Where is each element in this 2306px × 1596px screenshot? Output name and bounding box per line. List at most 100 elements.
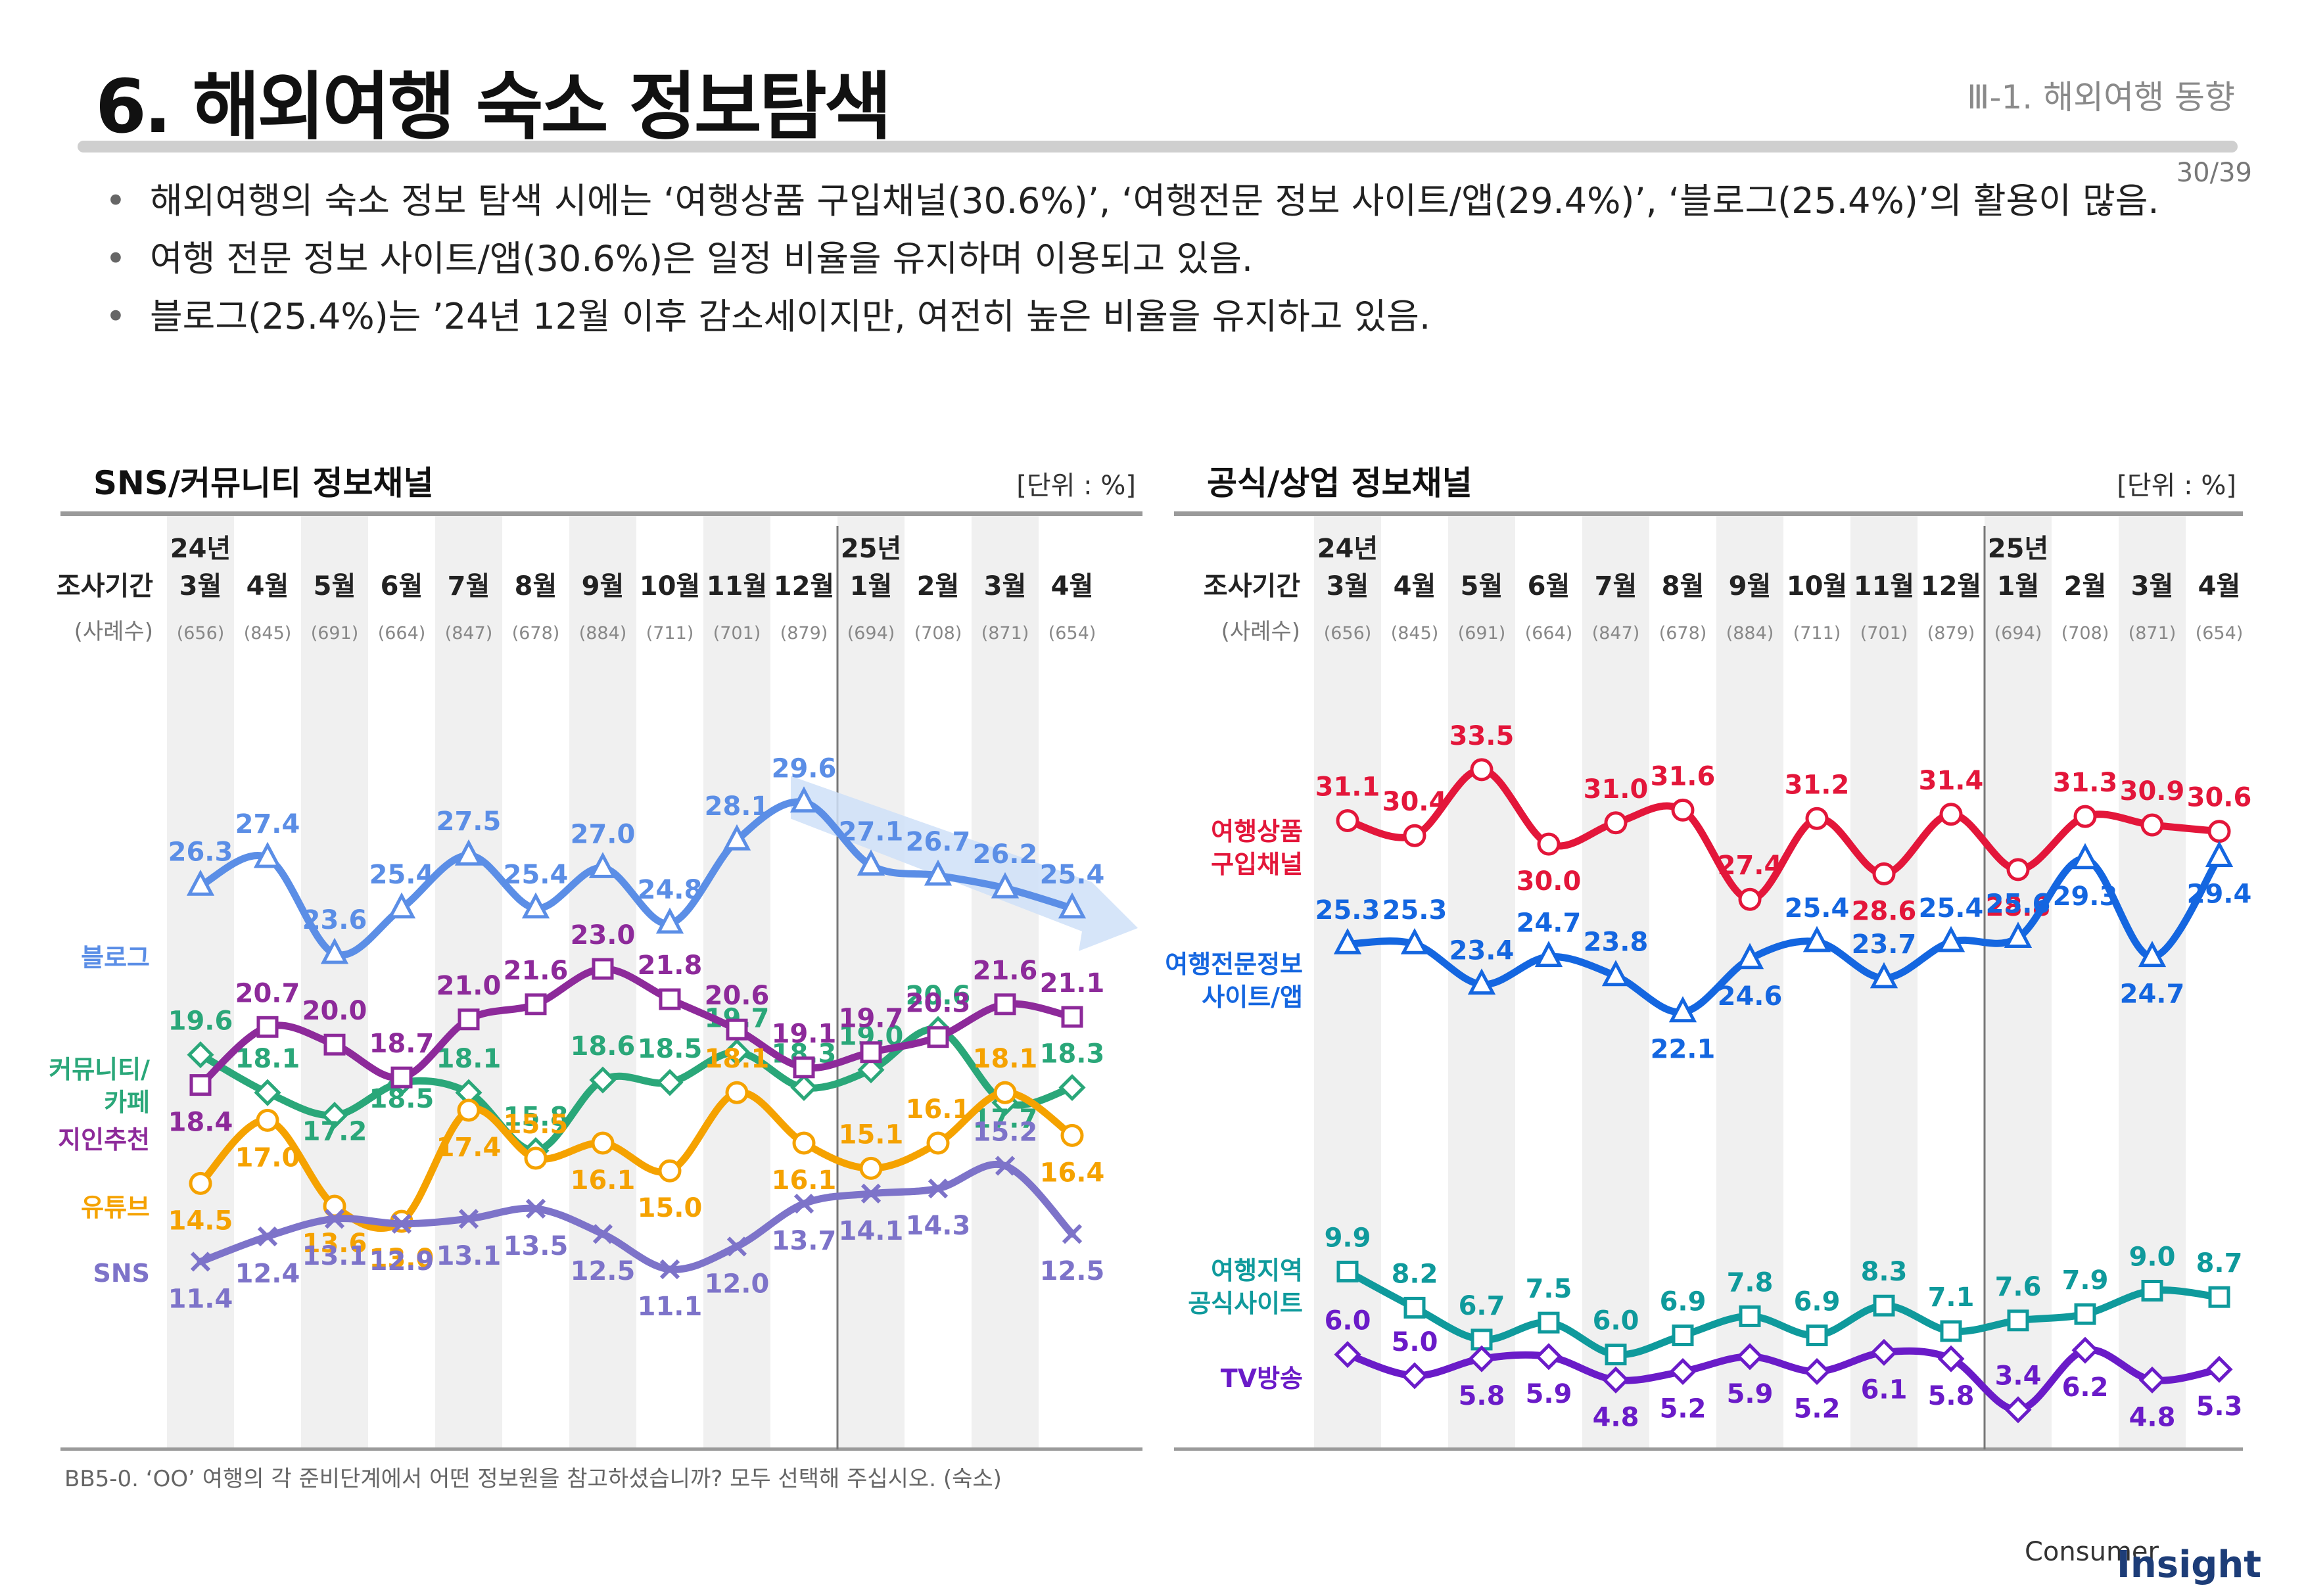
data-point: [1535, 1343, 1563, 1371]
series-2: 25.3 25.323.424.723.822.124.625.423.725.4…: [1165, 841, 2251, 1065]
data-label: 17.7: [973, 1104, 1038, 1135]
month-label: 4월: [2198, 571, 2241, 601]
data-point: [521, 892, 550, 919]
data-label: 14.5: [168, 1206, 233, 1236]
data-label: 21.1: [1040, 968, 1105, 998]
data-point-stroke: [525, 1198, 546, 1219]
data-label: 20.6: [906, 981, 971, 1011]
data-point: [1939, 803, 1963, 826]
data-label: 28.6: [1852, 896, 1917, 926]
bullet-item: 블로그(25.4%)는 ’24년 12월 이후 감소세이지만, 여전히 높은 비…: [105, 288, 2159, 346]
bottom-divider: [60, 1447, 1142, 1451]
sample-size-label: (678): [512, 623, 560, 644]
data-point: [2205, 1355, 2233, 1383]
data-label: 24.7: [2120, 979, 2185, 1010]
data-point: [656, 1069, 684, 1096]
data-label: 7.9: [2062, 1265, 2109, 1296]
data-point: [1937, 1345, 1965, 1373]
data-point: [1060, 1123, 1084, 1147]
data-label: 5.9: [1727, 1379, 1774, 1409]
month-label: 11월: [1854, 571, 1914, 601]
data-label: 29.3: [2053, 881, 2118, 912]
data-label: 12.0: [705, 1269, 770, 1299]
data-point: [2071, 843, 2100, 870]
trend-arrow-highlight: [791, 776, 1138, 951]
data-point: [190, 1252, 211, 1272]
sample-size-label: (664): [1525, 623, 1573, 644]
data-point: [2138, 1366, 2166, 1394]
data-point: [1336, 1260, 1359, 1282]
data-point: [1538, 1311, 1560, 1334]
data-point: [857, 1056, 885, 1084]
data-point: [458, 1209, 479, 1229]
data-label: 15.2: [973, 1117, 1038, 1148]
data-label: 6.9: [1660, 1287, 1706, 1317]
sample-size-label: (664): [378, 623, 426, 644]
data-label: 6.0: [1325, 1306, 1371, 1336]
data-label: 6.9: [1794, 1287, 1841, 1317]
data-point: [993, 1081, 1017, 1104]
data-label: 26.7: [906, 827, 971, 857]
year-label: 25년: [841, 534, 901, 564]
sample-size-label: (656): [177, 623, 225, 644]
data-label: 5.8: [1459, 1381, 1505, 1411]
section-label: Ⅲ-1. 해외여행 동향: [1966, 78, 2235, 116]
data-label: 21.8: [638, 951, 703, 981]
legend-label: SNS: [93, 1259, 150, 1288]
data-point: [524, 1146, 548, 1170]
data-point: [1400, 927, 1429, 954]
data-label: 5.8: [1928, 1381, 1975, 1411]
sample-size-label: (711): [646, 623, 694, 644]
data-label: 24.7: [1517, 908, 1582, 939]
data-point: [2207, 820, 2231, 843]
chart-panel-1: SNS/커뮤니티 정보채널 [단위 : %] 조사기간 (사례수) 24년 25년 3월 4월…: [49, 464, 1142, 1451]
period-label: 조사기간: [57, 571, 153, 601]
top-divider: [60, 511, 1142, 516]
data-point: [1736, 1343, 1764, 1371]
data-point: [591, 1131, 615, 1155]
data-label: 7.1: [1928, 1282, 1975, 1313]
data-point: [1334, 1341, 1361, 1369]
month-label: 3월: [179, 571, 222, 601]
data-label: 20.6: [705, 981, 770, 1011]
sample-size-label: (847): [1592, 623, 1640, 644]
data-point: [186, 869, 215, 896]
month-label: 4월: [1051, 571, 1094, 601]
legend-label: 유튜브: [81, 1193, 150, 1222]
data-label: 23.7: [1852, 929, 1917, 960]
month-label: 4월: [1394, 571, 1436, 601]
data-point-stroke: [995, 1156, 1016, 1176]
data-point: [589, 1066, 617, 1094]
sample-size-label: (845): [244, 623, 292, 644]
data-label: 23.4: [1449, 936, 1515, 966]
page-number: 30/39: [2176, 158, 2252, 188]
month-label: 9월: [582, 571, 624, 601]
data-label: 23.6: [302, 905, 367, 935]
data-point: [391, 1213, 412, 1234]
data-label: 17.2: [302, 1117, 367, 1147]
data-label: 14.3: [906, 1211, 971, 1241]
data-point: [2205, 841, 2234, 867]
data-point: [254, 1079, 281, 1106]
data-label: 30.4: [1382, 787, 1447, 817]
legend-label: 공식사이트: [1188, 1289, 1303, 1318]
data-label: 18.5: [369, 1084, 435, 1114]
data-label: 18.7: [369, 1029, 435, 1059]
data-label: 27.5: [436, 807, 502, 837]
data-label: 29.6: [772, 754, 837, 784]
data-point: [1401, 1362, 1428, 1390]
data-point: [2138, 941, 2167, 968]
column-band: [1314, 516, 1381, 1449]
data-label: 17.4: [436, 1133, 502, 1163]
data-point: [723, 1039, 751, 1066]
legend-label: 블로그: [81, 943, 150, 972]
data-point: [1803, 1357, 1831, 1386]
data-point: [1870, 1338, 1898, 1366]
data-label: 31.3: [2053, 768, 2118, 798]
data-label: 7.8: [1727, 1267, 1774, 1298]
data-label: 31.4: [1919, 766, 1984, 796]
data-label: 30.6: [2187, 783, 2252, 813]
data-point: [2141, 1280, 2163, 1302]
legend-label: TV방송: [1221, 1364, 1303, 1393]
data-label: 3.4: [1995, 1361, 2042, 1392]
